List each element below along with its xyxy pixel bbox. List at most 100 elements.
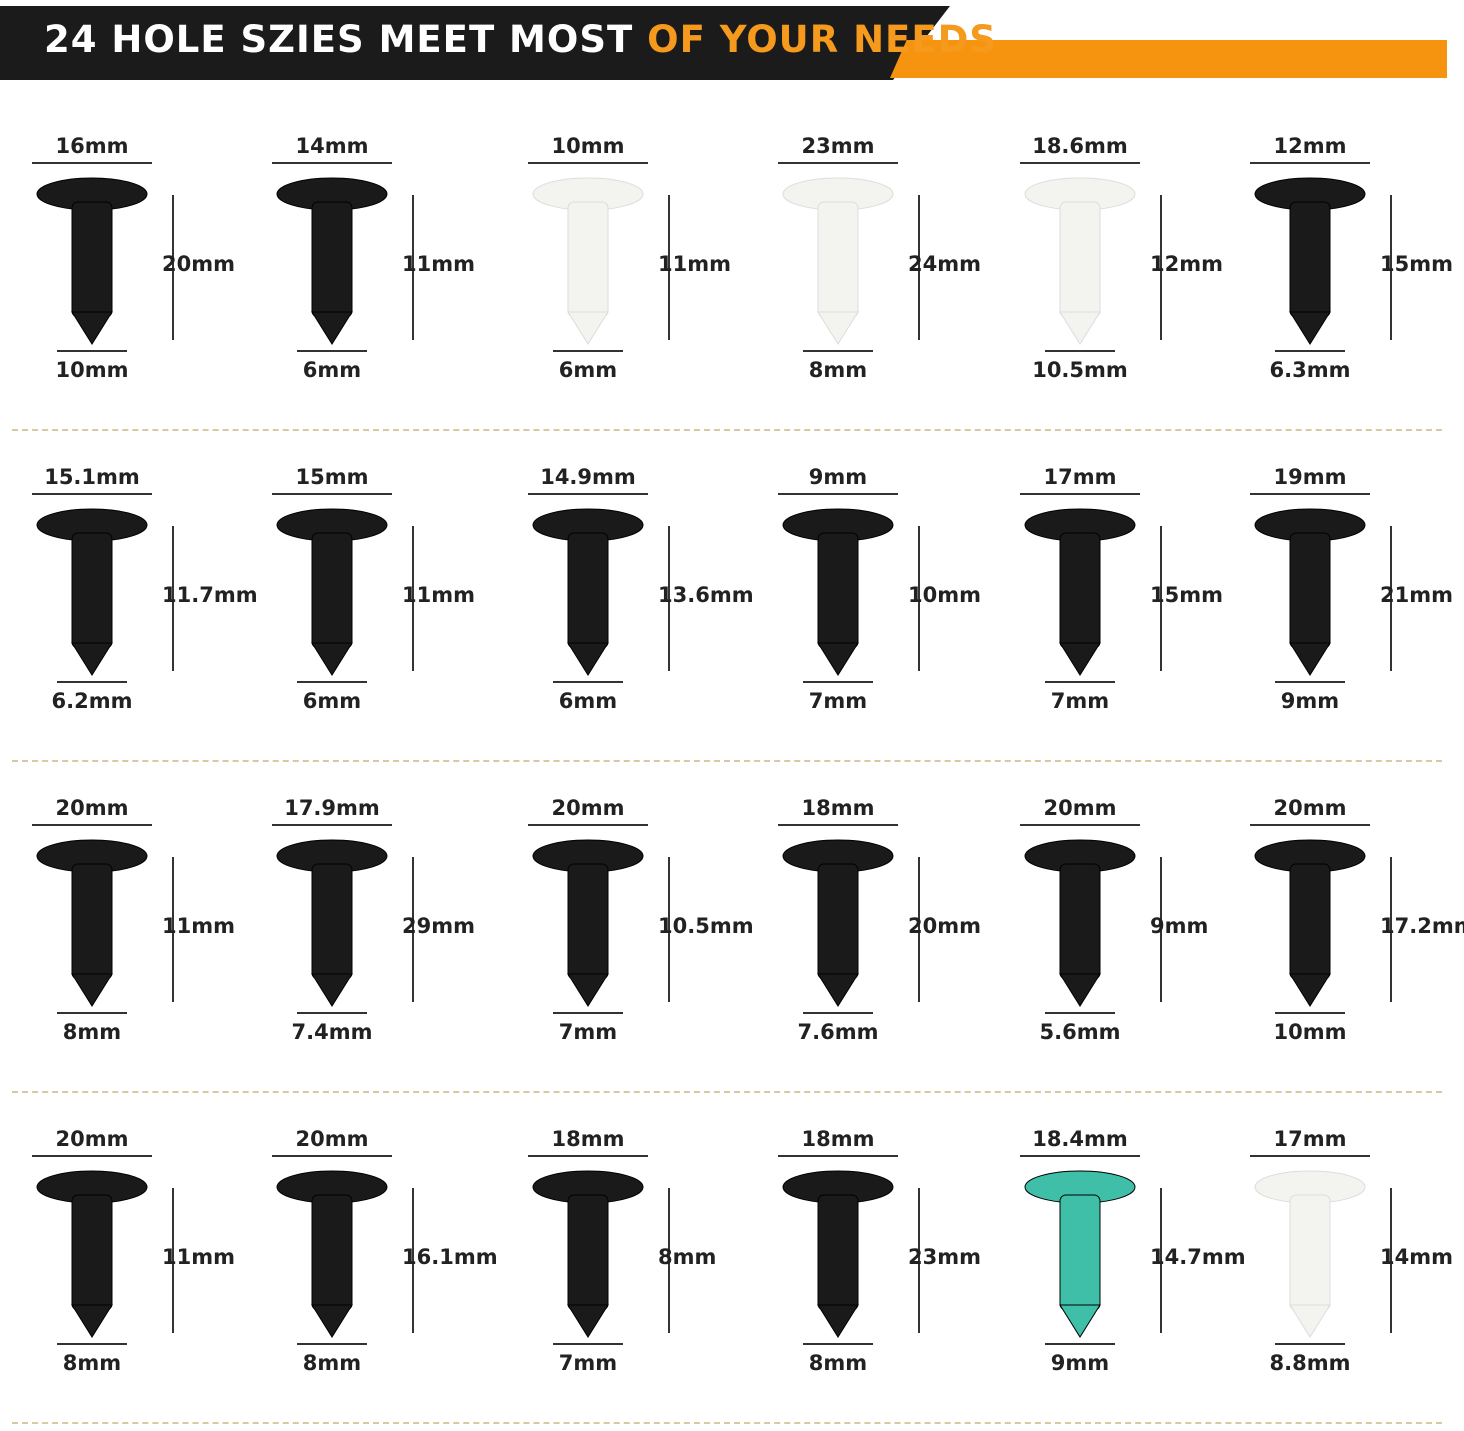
push-clip-icon — [782, 1170, 894, 1338]
height-dimension-line — [1390, 1188, 1392, 1333]
hole-size-label: 10.5mm — [1032, 358, 1128, 382]
width-label: 17mm — [1273, 1127, 1347, 1151]
width-dimension-line — [778, 824, 898, 826]
clip-item: 14mm 11mm 6mm — [252, 100, 496, 431]
width-dimension-line — [1020, 824, 1140, 826]
push-clip-icon — [36, 177, 148, 345]
height-label: 11mm — [162, 1245, 235, 1269]
height-dimension-line — [668, 526, 670, 671]
height-label: 10mm — [908, 583, 981, 607]
height-dimension-line — [918, 857, 920, 1002]
hole-dimension-line — [297, 1343, 367, 1345]
push-clip-icon — [1254, 508, 1366, 676]
clip-item: 10mm 11mm 6mm — [508, 100, 752, 431]
width-dimension-line — [778, 162, 898, 164]
hole-size-label: 8mm — [808, 1351, 868, 1375]
hole-dimension-line — [803, 681, 873, 683]
width-label: 18mm — [801, 796, 875, 820]
clip-item: 12mm 15mm 6.3mm — [1230, 100, 1464, 431]
width-label: 9mm — [808, 465, 868, 489]
clip-item: 18mm 8mm 7mm — [508, 1093, 752, 1424]
height-label: 13.6mm — [658, 583, 754, 607]
width-label: 18mm — [801, 1127, 875, 1151]
height-label: 10.5mm — [658, 914, 754, 938]
width-label: 17mm — [1043, 465, 1117, 489]
push-clip-icon — [532, 508, 644, 676]
height-label: 11mm — [658, 252, 731, 276]
width-label: 20mm — [551, 796, 625, 820]
height-label: 9mm — [1150, 914, 1209, 938]
height-label: 8mm — [658, 1245, 717, 1269]
height-label: 24mm — [908, 252, 981, 276]
clip-item: 17.9mm 29mm 7.4mm — [252, 762, 496, 1093]
clip-row: 16mm 20mm 10mm 14mm 11mm 6mm 10mm — [0, 100, 1464, 431]
height-dimension-line — [172, 195, 174, 340]
push-clip-icon — [532, 839, 644, 1007]
title-white: 24 HOLE SZIES MEET MOST — [44, 18, 634, 61]
height-dimension-line — [1160, 857, 1162, 1002]
clip-item: 19mm 21mm 9mm — [1230, 431, 1464, 762]
height-dimension-line — [1390, 857, 1392, 1002]
width-dimension-line — [1020, 162, 1140, 164]
clip-item: 18mm 23mm 8mm — [758, 1093, 1002, 1424]
width-dimension-line — [528, 824, 648, 826]
hole-dimension-line — [297, 681, 367, 683]
clip-item: 9mm 10mm 7mm — [758, 431, 1002, 762]
push-clip-icon — [36, 508, 148, 676]
width-label: 14mm — [295, 134, 369, 158]
width-label: 10mm — [551, 134, 625, 158]
clip-item: 17mm 15mm 7mm — [1000, 431, 1244, 762]
hole-size-label: 7.4mm — [291, 1020, 373, 1044]
hole-size-label: 7mm — [558, 1351, 618, 1375]
width-label: 20mm — [295, 1127, 369, 1151]
push-clip-icon — [36, 1170, 148, 1338]
width-label: 15.1mm — [44, 465, 140, 489]
hole-dimension-line — [553, 681, 623, 683]
title-orange: OF YOUR NEEDS — [647, 18, 997, 61]
clip-row: 20mm 11mm 8mm 20mm 16.1mm 8mm 18mm — [0, 1093, 1464, 1424]
hole-dimension-line — [1275, 350, 1345, 352]
width-dimension-line — [528, 162, 648, 164]
hole-size-label: 7mm — [808, 689, 868, 713]
hole-dimension-line — [1275, 1343, 1345, 1345]
push-clip-icon — [1024, 839, 1136, 1007]
height-dimension-line — [172, 526, 174, 671]
push-clip-icon — [1024, 508, 1136, 676]
width-dimension-line — [272, 1155, 392, 1157]
width-dimension-line — [32, 824, 152, 826]
hole-dimension-line — [57, 350, 127, 352]
width-label: 12mm — [1273, 134, 1347, 158]
hole-size-label: 10mm — [55, 358, 129, 382]
width-label: 18.6mm — [1032, 134, 1128, 158]
push-clip-icon — [276, 508, 388, 676]
height-dimension-line — [1390, 195, 1392, 340]
hole-size-label: 6mm — [558, 358, 618, 382]
width-dimension-line — [1250, 824, 1370, 826]
height-dimension-line — [668, 857, 670, 1002]
width-dimension-line — [1250, 162, 1370, 164]
clip-item: 18mm 20mm 7.6mm — [758, 762, 1002, 1093]
width-dimension-line — [32, 1155, 152, 1157]
clip-item: 20mm 9mm 5.6mm — [1000, 762, 1244, 1093]
hole-size-label: 8mm — [62, 1351, 122, 1375]
clip-item: 18.4mm 14.7mm 9mm — [1000, 1093, 1246, 1424]
hole-dimension-line — [1275, 681, 1345, 683]
push-clip-icon — [1254, 177, 1366, 345]
clip-item: 20mm 11mm 8mm — [12, 762, 256, 1093]
clip-item: 17mm 14mm 8.8mm — [1230, 1093, 1464, 1424]
hole-size-label: 7mm — [1050, 689, 1110, 713]
hole-size-label: 10mm — [1273, 1020, 1347, 1044]
clip-item: 20mm 10.5mm 7mm — [508, 762, 754, 1093]
hole-size-label: 8.8mm — [1269, 1351, 1351, 1375]
height-dimension-line — [1160, 526, 1162, 671]
width-dimension-line — [778, 493, 898, 495]
push-clip-icon — [1254, 839, 1366, 1007]
clip-item: 16mm 20mm 10mm — [12, 100, 256, 431]
header-banner — [0, 6, 950, 80]
height-dimension-line — [918, 526, 920, 671]
clip-row: 20mm 11mm 8mm 17.9mm 29mm 7.4mm 20mm — [0, 762, 1464, 1093]
width-dimension-line — [528, 493, 648, 495]
push-clip-icon — [1254, 1170, 1366, 1338]
push-clip-icon — [276, 177, 388, 345]
hole-size-label: 7.6mm — [797, 1020, 879, 1044]
